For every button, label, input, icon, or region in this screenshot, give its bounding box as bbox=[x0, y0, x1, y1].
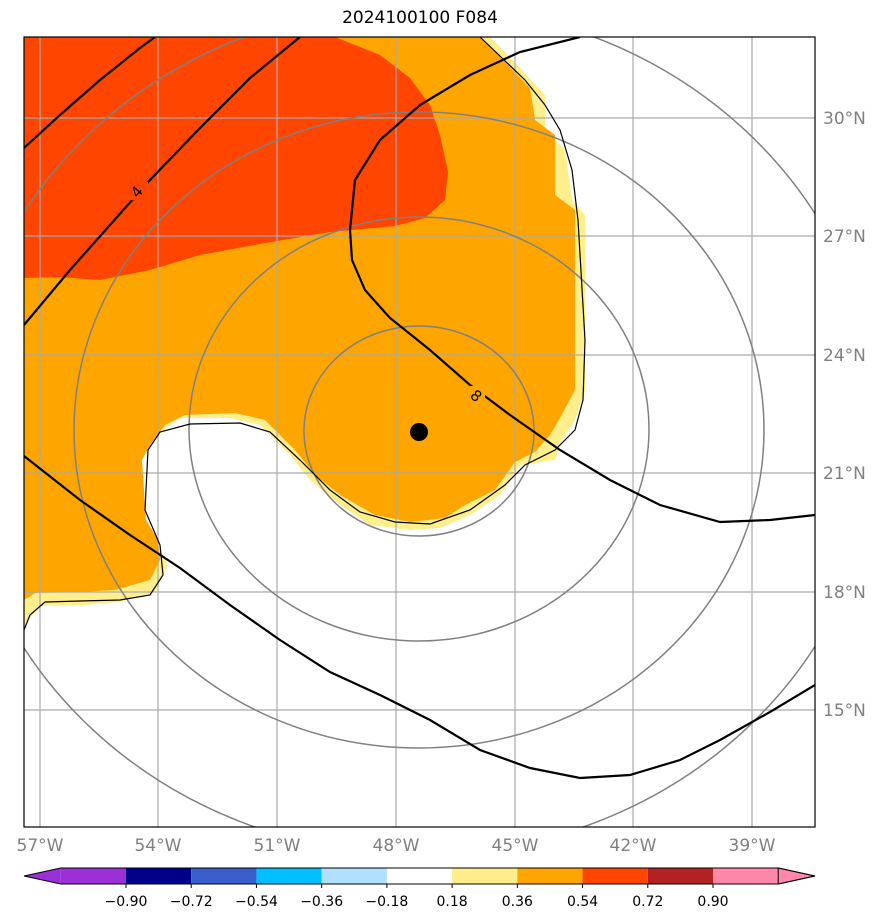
colorbar-segment bbox=[582, 868, 648, 884]
colorbar-tick-label: −0.90 bbox=[105, 894, 148, 910]
colorbar-segment bbox=[256, 868, 322, 884]
colorbar-tick-label: 0.90 bbox=[697, 894, 728, 910]
chart-title: 2024100100 F084 bbox=[342, 8, 498, 28]
contour-line-upper-left bbox=[24, 37, 156, 149]
graticule bbox=[24, 37, 815, 827]
colorbar-tick-label: −0.72 bbox=[170, 894, 213, 910]
lon-label: 48°W bbox=[373, 836, 420, 856]
contour-label-bg bbox=[126, 182, 148, 200]
colorbar-tick-label: 0.72 bbox=[632, 894, 663, 910]
contour-lines bbox=[24, 37, 815, 780]
colorbar-segment bbox=[191, 868, 257, 884]
lon-label: 39°W bbox=[729, 836, 776, 856]
coast-edge-line bbox=[24, 37, 586, 631]
contour-line-lower bbox=[24, 455, 815, 780]
lat-label: 21°N bbox=[823, 464, 866, 484]
colorbar-segment bbox=[60, 868, 126, 884]
colorbar-tick-label: 0.54 bbox=[567, 894, 598, 910]
map-area: 4 8 bbox=[24, 37, 815, 827]
longitude-labels: 57°W 54°W 51°W 48°W 45°W 42°W 39°W bbox=[17, 836, 776, 856]
contour-line-8 bbox=[348, 37, 815, 524]
lat-label: 27°N bbox=[823, 227, 866, 247]
colorbar-tick-label: 0.18 bbox=[437, 894, 468, 910]
colorbar-segment bbox=[126, 868, 192, 884]
lat-label: 18°N bbox=[823, 583, 866, 603]
lat-label: 15°N bbox=[823, 701, 866, 721]
contour-label-bg bbox=[465, 386, 485, 404]
storm-center-marker bbox=[410, 423, 428, 441]
lon-label: 42°W bbox=[610, 836, 657, 856]
fill-level-red-orange bbox=[24, 37, 448, 280]
lon-label: 54°W bbox=[135, 836, 182, 856]
colorbar-segment bbox=[452, 868, 518, 884]
colorbar-segment bbox=[321, 868, 387, 884]
lon-label: 45°W bbox=[492, 836, 539, 856]
colorbar-extend-low bbox=[24, 868, 61, 884]
lat-label: 24°N bbox=[823, 346, 866, 366]
colorbar-tick-label: 0.36 bbox=[502, 894, 533, 910]
colorbar-outline bbox=[23, 867, 816, 885]
colorbar: −0.90 −0.72 −0.54 −0.36 −0.18 0.18 0.36 0.54 0.7… bbox=[23, 867, 816, 910]
lat-label: 30°N bbox=[823, 109, 866, 129]
filled-contours bbox=[24, 37, 585, 625]
contour-line-4 bbox=[24, 37, 301, 326]
colorbar-tick-label: −0.54 bbox=[235, 894, 278, 910]
lon-label: 51°W bbox=[254, 836, 301, 856]
colorbar-segment bbox=[517, 868, 583, 884]
colorbar-segment bbox=[647, 868, 713, 884]
colorbar-extend-high bbox=[777, 867, 816, 885]
map-frame bbox=[23, 36, 816, 828]
colorbar-segment bbox=[386, 868, 453, 884]
latitude-labels: 30°N 27°N 24°N 21°N 18°N 15°N bbox=[823, 109, 866, 721]
lon-label: 57°W bbox=[17, 836, 64, 856]
colorbar-tick-label: −0.18 bbox=[365, 894, 408, 910]
colorbar-tick-label: −0.36 bbox=[300, 894, 343, 910]
colorbar-segment bbox=[713, 868, 779, 884]
